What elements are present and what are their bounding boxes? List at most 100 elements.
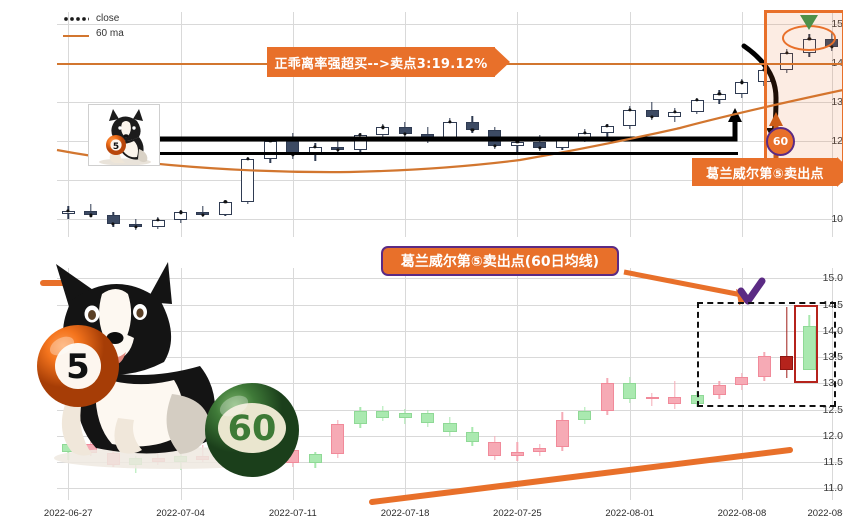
candle-body bbox=[555, 420, 569, 448]
y-tick-label: 14.0 bbox=[822, 324, 843, 337]
dog-illustration-art: 5 60 bbox=[37, 262, 299, 477]
candle-body bbox=[398, 412, 412, 419]
candle-body bbox=[645, 397, 659, 400]
gridline-horizontal bbox=[57, 23, 843, 25]
gridline-vertical bbox=[517, 12, 519, 237]
focus-region-box bbox=[697, 302, 837, 408]
signal-candle-box bbox=[793, 304, 819, 384]
candlestick bbox=[421, 127, 435, 144]
gridline-horizontal bbox=[57, 435, 843, 437]
x-tick-label: 2022-08-08 bbox=[717, 508, 767, 519]
candlestick bbox=[600, 378, 614, 415]
y-tick-label: 15.0 bbox=[822, 272, 843, 285]
candle-body bbox=[712, 384, 726, 395]
close-point bbox=[178, 210, 183, 214]
candle-body bbox=[443, 121, 457, 140]
granville-sell-banner: 葛兰威尔第⑤卖出点 bbox=[692, 158, 838, 186]
candlestick bbox=[555, 412, 569, 451]
candle-body bbox=[308, 454, 322, 464]
candlestick bbox=[241, 156, 255, 204]
sell-marker-triangle bbox=[800, 14, 819, 30]
candlestick bbox=[308, 451, 322, 469]
x-tick-label: 2022-07-18 bbox=[380, 508, 430, 519]
ma60-badge-label: 60 bbox=[772, 135, 789, 148]
gridline-vertical bbox=[68, 12, 70, 237]
gridline-vertical bbox=[405, 268, 407, 500]
candle-body bbox=[421, 412, 435, 424]
close-point bbox=[201, 213, 205, 217]
granville-sell-banner-label: 葛兰威尔第⑤卖出点 bbox=[706, 166, 824, 182]
y-tick-label: 11.5 bbox=[823, 456, 843, 469]
solid-line-icon bbox=[63, 34, 89, 37]
candlestick bbox=[578, 407, 592, 425]
candle-body bbox=[353, 135, 367, 150]
candle-body bbox=[510, 451, 524, 456]
candle-body bbox=[802, 325, 816, 371]
close-point bbox=[785, 51, 789, 55]
candle-body bbox=[668, 397, 682, 405]
candlestick bbox=[623, 377, 637, 404]
candle-body bbox=[331, 424, 345, 455]
candlestick bbox=[421, 409, 435, 427]
gridline-horizontal bbox=[57, 304, 843, 306]
gridline-vertical bbox=[517, 268, 519, 500]
candlestick bbox=[443, 417, 457, 436]
candle-body bbox=[443, 423, 457, 432]
candle-body bbox=[578, 410, 592, 421]
legend-item-close: close bbox=[63, 11, 124, 26]
candle-body bbox=[780, 356, 794, 371]
gridline-horizontal bbox=[57, 409, 843, 411]
gridline-vertical bbox=[292, 12, 294, 237]
candlestick bbox=[376, 405, 390, 422]
candlestick bbox=[398, 408, 412, 425]
close-point bbox=[156, 218, 160, 222]
candlestick bbox=[668, 380, 682, 409]
candlestick bbox=[712, 380, 726, 400]
lower-chart-title-label: 葛兰威尔第⑤卖出点(60日均线) bbox=[400, 254, 600, 270]
gridline-horizontal bbox=[57, 180, 843, 182]
y-tick-label: 14.5 bbox=[822, 298, 843, 311]
candle-body bbox=[218, 201, 232, 215]
close-point bbox=[66, 209, 70, 213]
candlestick bbox=[802, 315, 816, 371]
dog-thumbnail-art: 5 bbox=[99, 109, 151, 165]
candlestick bbox=[61, 205, 75, 220]
candle-body bbox=[241, 158, 255, 202]
dog-illustration: 5 60 bbox=[22, 258, 322, 490]
close-point bbox=[89, 213, 93, 218]
candlestick bbox=[331, 420, 345, 458]
candlestick bbox=[533, 443, 547, 456]
gridline-vertical bbox=[741, 12, 743, 237]
gridline-horizontal bbox=[57, 219, 843, 221]
candle-wick bbox=[651, 392, 653, 406]
candle-body bbox=[353, 410, 367, 425]
svg-text:60: 60 bbox=[228, 409, 277, 449]
candlestick bbox=[645, 392, 659, 406]
candlestick bbox=[488, 435, 502, 460]
candle-wick bbox=[202, 205, 204, 218]
close-point bbox=[134, 225, 138, 229]
gridline-horizontal bbox=[57, 357, 843, 359]
candlestick bbox=[780, 307, 794, 379]
lower-chart-title: 葛兰威尔第⑤卖出点(60日均线) bbox=[381, 246, 619, 276]
close-point bbox=[223, 200, 228, 204]
x-tick-label: 2022-07-25 bbox=[493, 508, 542, 519]
gridline-horizontal bbox=[57, 278, 843, 280]
candle-body bbox=[488, 442, 502, 456]
svg-text:5: 5 bbox=[66, 347, 90, 387]
y-tick-label: 10 bbox=[831, 213, 843, 226]
legend: close 60 ma bbox=[63, 11, 124, 41]
ma60-badge: 60 bbox=[766, 127, 795, 156]
candlestick bbox=[510, 442, 524, 462]
x-tick-label: 2022-08-01 bbox=[605, 508, 654, 519]
candlestick bbox=[465, 426, 479, 447]
gridline-horizontal bbox=[57, 383, 843, 385]
y-tick-label: 12.0 bbox=[822, 429, 843, 442]
candle-body bbox=[465, 431, 479, 443]
gridline-horizontal bbox=[57, 141, 843, 143]
candle-body bbox=[263, 141, 277, 159]
candle-body bbox=[600, 383, 614, 411]
candlestick bbox=[757, 351, 771, 381]
overbought-banner-label: 正乖离率强超买-->卖点3:19.12% bbox=[274, 56, 488, 72]
